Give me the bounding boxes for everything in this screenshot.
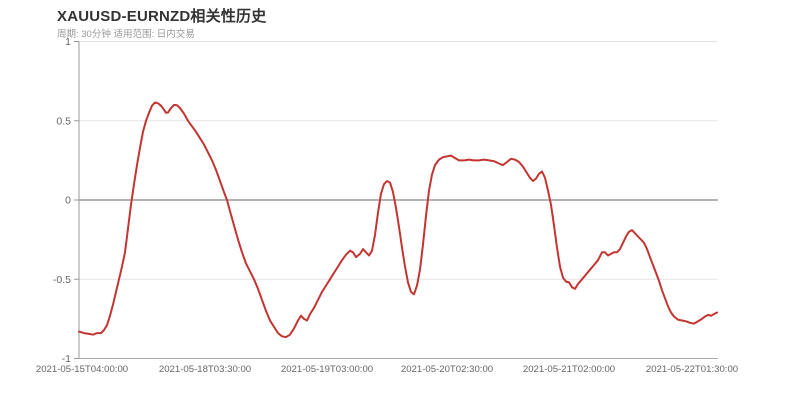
x-axis-label: 2021-05-22T01:30:00: [646, 364, 738, 375]
correlation-line: [78, 101, 718, 339]
x-axis-label: 2021-05-19T03:00:00: [281, 364, 373, 375]
y-axis-label: -1: [62, 353, 71, 365]
y-axis-label: 1: [65, 36, 71, 48]
chart-subtitle: 周期: 30分钟 适用范围: 日内交易: [57, 29, 195, 40]
x-axis-label: 2021-05-15T04:00:00: [36, 364, 128, 375]
x-axis-label: 2021-05-18T03:30:00: [159, 364, 251, 375]
y-axis-label: -0.5: [53, 274, 71, 286]
y-axis-label: 0: [65, 195, 71, 207]
x-axis-label: 2021-05-20T02:30:00: [401, 364, 493, 375]
chart-title: XAUUSD-EURNZD相关性历史: [57, 8, 267, 25]
x-axis-label: 2021-05-21T02:00:00: [523, 364, 615, 375]
y-axis-label: 0.5: [56, 115, 71, 127]
